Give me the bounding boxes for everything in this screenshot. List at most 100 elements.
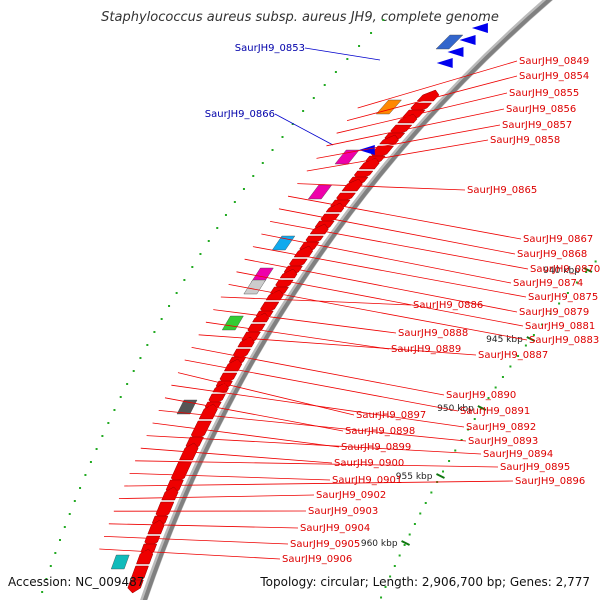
minor-tick-dot-outer (334, 71, 337, 73)
reverse-gene-arrow (459, 35, 476, 45)
minor-tick-dot-outer (132, 370, 135, 372)
gene-label-right: SaurJH9_0897 (356, 410, 426, 421)
minor-tick-dot (487, 397, 490, 399)
minor-tick-dot-outer (41, 591, 44, 593)
gene-label-right: SaurJH9_0865 (467, 185, 537, 196)
minor-tick-dot-outer (271, 149, 274, 151)
minor-tick-dot (501, 376, 504, 378)
leader-line-red (205, 321, 390, 350)
leader-line-red (236, 271, 524, 327)
minor-tick-dot-outer (242, 188, 245, 190)
minor-tick-dot-outer (346, 58, 349, 60)
gene-label-right: SaurJH9_0868 (517, 249, 587, 260)
gene-arrow (252, 312, 270, 323)
gene-label-right: SaurJH9_0893 (468, 436, 538, 447)
minor-tick-dot (594, 260, 597, 263)
gene-arrow (237, 336, 255, 348)
minor-tick-dot-outer (312, 97, 315, 99)
gene-label-right: SaurJH9_0857 (502, 120, 572, 131)
leader-line-red (220, 296, 412, 306)
leader-line-layer (99, 47, 529, 560)
leader-line-blue (274, 113, 334, 146)
leader-line-red (146, 435, 482, 455)
major-tick (477, 405, 487, 411)
leader-line-red (326, 108, 505, 147)
gene-label-right: SaurJH9_0905 (290, 539, 360, 550)
minor-tick-dot (460, 439, 463, 441)
minor-tick-dot (389, 575, 392, 578)
tick-label: 960 kbp (361, 539, 398, 549)
gene-arrow (179, 442, 199, 461)
major-tick (401, 540, 411, 546)
feature-box (176, 399, 198, 415)
minor-tick-dot-outer (63, 526, 66, 528)
minor-tick-dot (384, 586, 387, 588)
minor-tick-dot-outer (79, 487, 82, 489)
gene-label-left: SaurJH9_0866 (205, 109, 275, 120)
leader-line-red (99, 548, 281, 560)
leader-line-red (278, 208, 516, 255)
minor-tick-dot-outer (370, 32, 373, 34)
gene-label-right: SaurJH9_0879 (519, 307, 589, 318)
leader-line-red (135, 460, 499, 468)
leader-line-red (213, 309, 397, 334)
feature-box (435, 34, 464, 50)
minor-tick-dot-outer (54, 552, 57, 554)
leader-line-red (252, 246, 527, 298)
gene-label-right: SaurJH9_0903 (308, 506, 378, 517)
minor-tick-dot-outer (126, 383, 129, 385)
map-title: Staphylococcus aureus subsp. aureus JH9,… (101, 10, 499, 25)
minor-tick-dot (448, 460, 451, 462)
minor-tick-dot-outer (59, 539, 61, 541)
minor-tick-dot-outer (139, 357, 142, 359)
gene-label-right: SaurJH9_0898 (345, 426, 415, 437)
accession-text: Accession: NC_009487 (8, 575, 145, 589)
leader-line-red (261, 233, 512, 284)
gene-label-right: SaurJH9_0890 (446, 390, 516, 401)
gene-label-right: SaurJH9_0855 (509, 88, 579, 99)
minor-tick-dot (413, 523, 416, 525)
minor-tick-dot-outer (113, 409, 116, 411)
leader-line-red (108, 523, 299, 529)
gene-label-right: SaurJH9_0889 (391, 344, 461, 355)
gene-label-left: SaurJH9_0853 (235, 43, 305, 54)
gene-label-right: SaurJH9_0856 (506, 104, 576, 115)
minor-tick-dot-outer (95, 448, 98, 450)
minor-tick-dot-outer (146, 344, 149, 346)
gene-label-right: SaurJH9_0900 (334, 458, 404, 469)
gene-label-right: SaurJH9_0906 (282, 554, 352, 565)
minor-tick-dot (532, 334, 535, 336)
minor-tick-dot (575, 281, 578, 284)
leader-line-red (140, 447, 333, 464)
gene-label-right: SaurJH9_0896 (515, 476, 585, 487)
minor-tick-dot (430, 491, 433, 494)
reverse-gene-arrow (471, 23, 488, 33)
minor-tick-dot-outer (49, 565, 52, 567)
minor-tick-dot-outer (207, 240, 210, 242)
minor-tick-dot (509, 365, 512, 368)
gene-arrow (358, 157, 380, 170)
minor-tick-dot (517, 355, 520, 357)
gene-label-right: SaurJH9_0854 (519, 71, 589, 82)
minor-tick-dot (419, 512, 422, 515)
label-layer: SaurJH9_0853 SaurJH9_0866 SaurJH9_0849 Saur… (205, 43, 600, 565)
gene-label-right: SaurJH9_0870 (530, 264, 600, 275)
major-tick (583, 267, 593, 273)
gene-label-right: SaurJH9_0858 (490, 135, 560, 146)
minor-tick-dot-outer (45, 578, 48, 580)
minor-tick-dot (403, 544, 406, 546)
leader-line-red (171, 384, 465, 428)
reverse-gene-arrow (447, 47, 464, 57)
leader-line-red (244, 258, 518, 313)
genome-summary-text: Topology: circular; Length: 2,906,700 bp… (260, 575, 590, 589)
minor-tick-dot-outer (382, 19, 385, 21)
minor-tick-dot-outer (199, 253, 202, 255)
minor-tick-dot (442, 470, 445, 473)
gene-label-right: SaurJH9_0881 (525, 321, 595, 332)
gene-label-right: SaurJH9_0874 (513, 278, 583, 289)
gene-label-right: SaurJH9_0904 (300, 523, 370, 534)
tick-label: 955 kbp (396, 472, 433, 482)
leader-line-red (177, 372, 355, 416)
minor-tick-dot (585, 271, 588, 273)
major-tick (526, 336, 536, 342)
